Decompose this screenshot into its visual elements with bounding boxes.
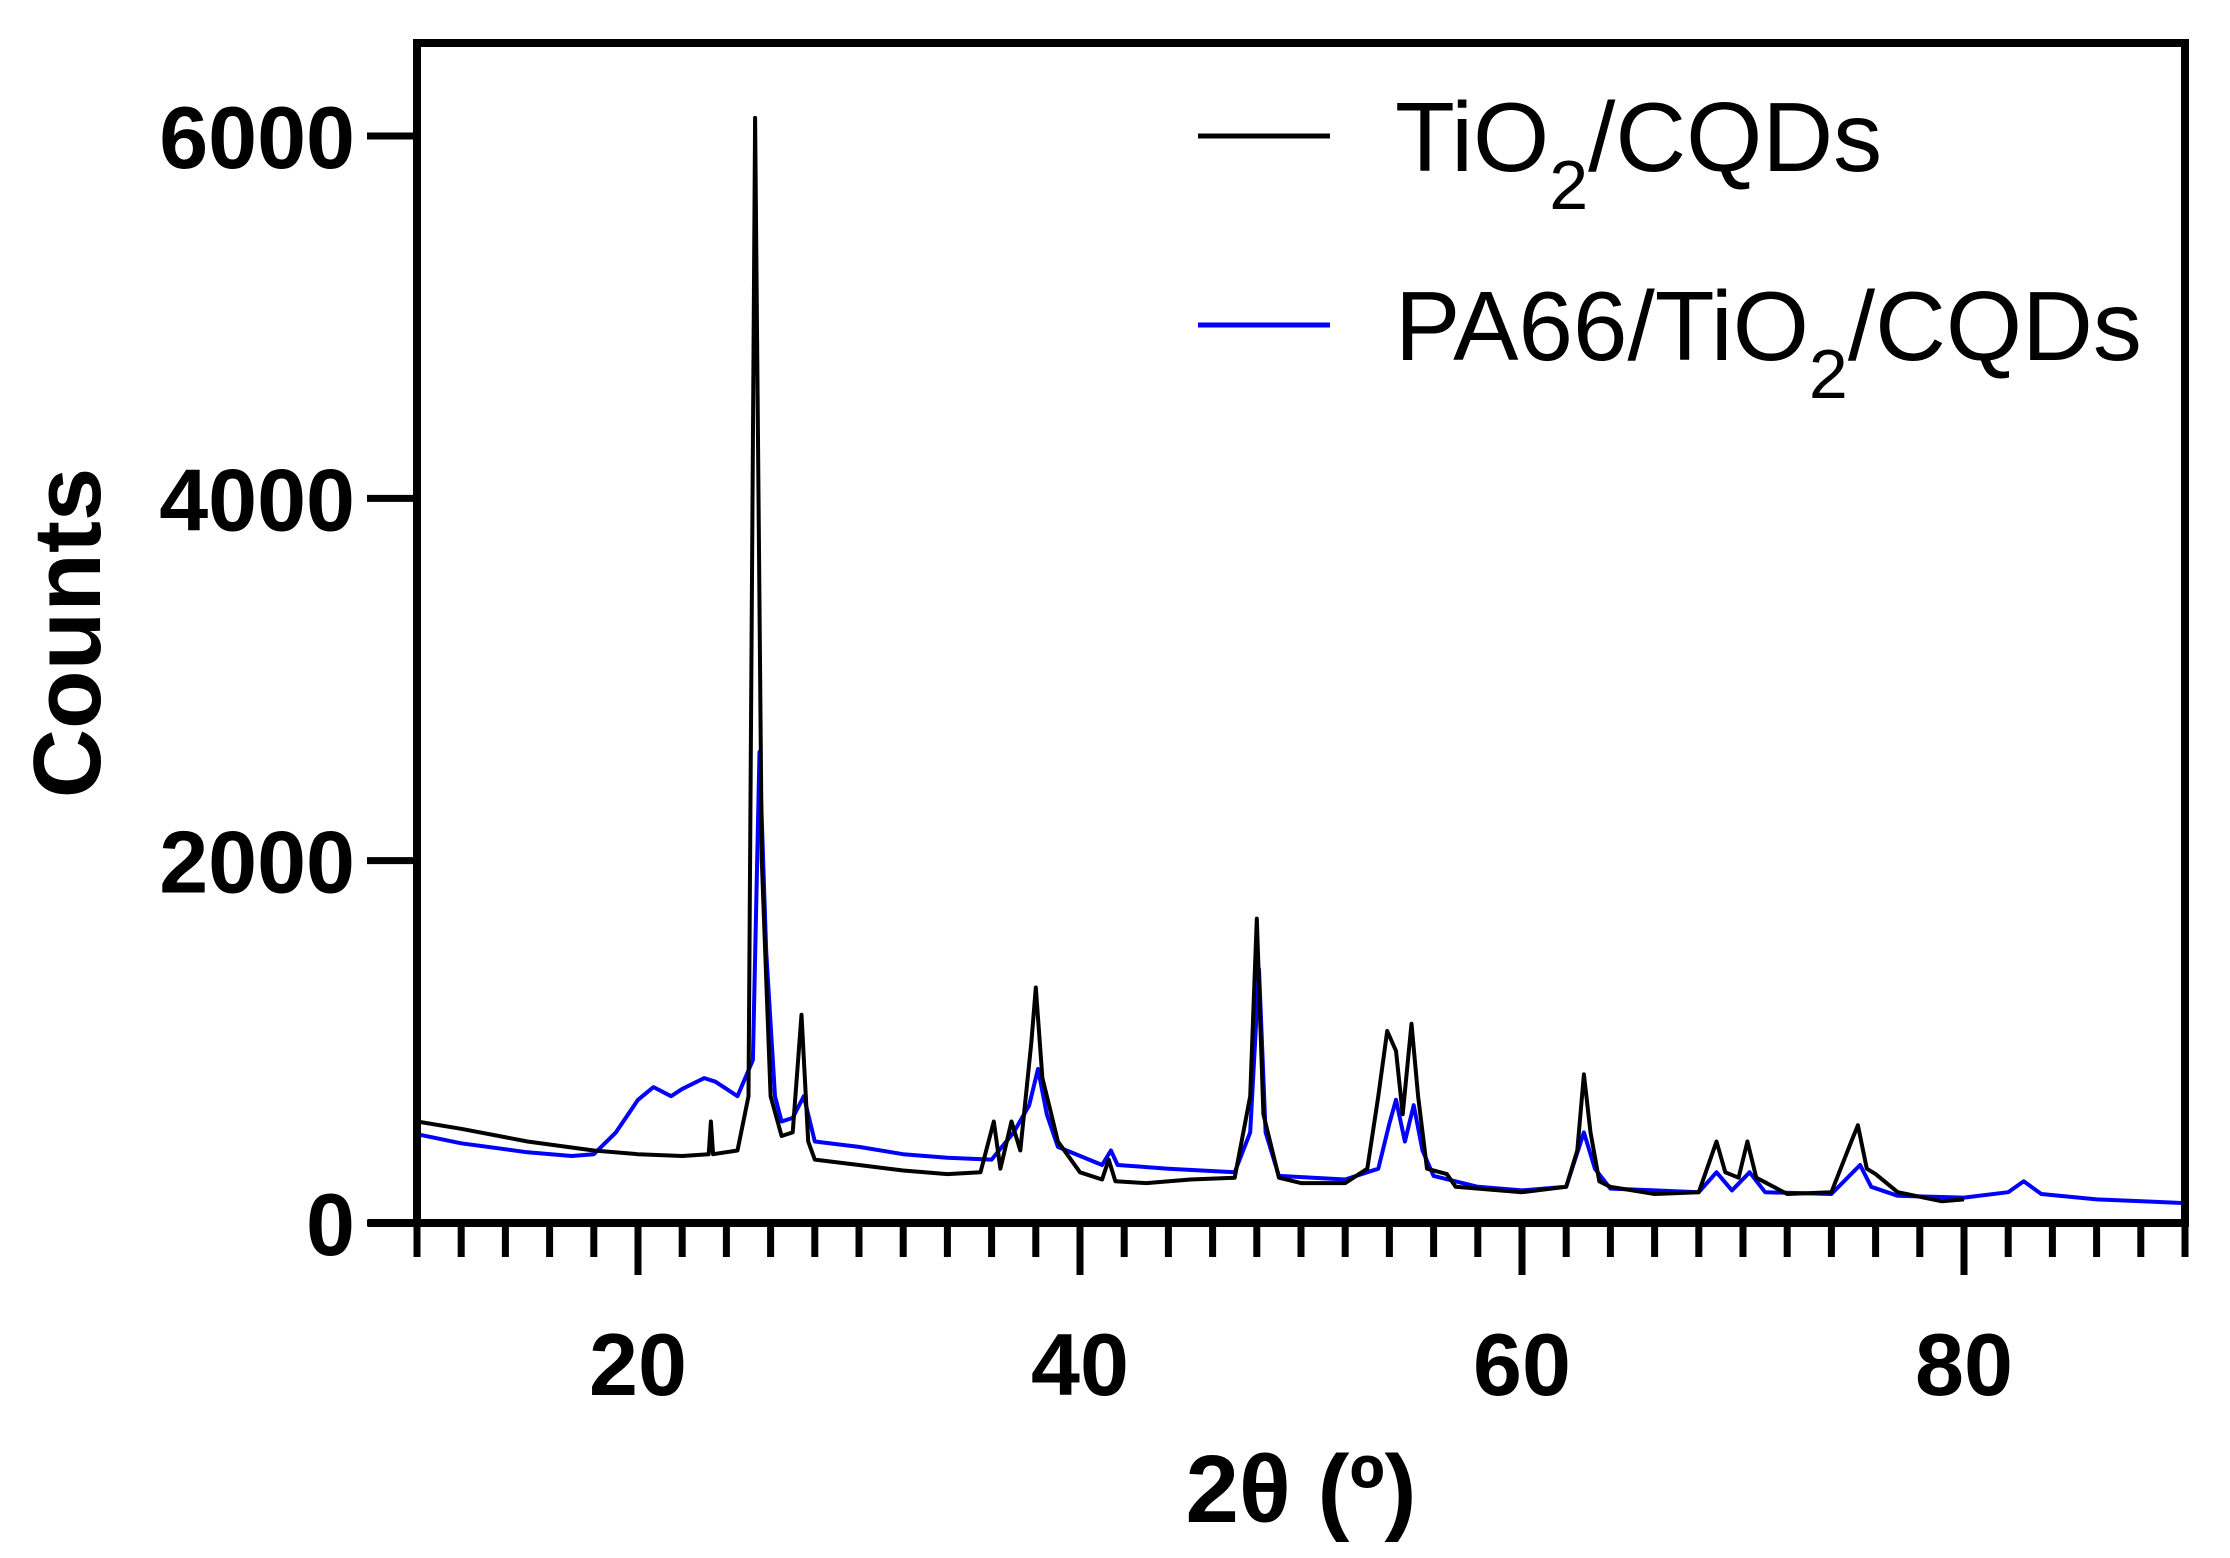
y-tick-label: 6000	[159, 88, 355, 187]
y-tick-label: 0	[306, 1175, 355, 1274]
legend-item: PA66/TiO2/CQDs	[1198, 271, 2142, 413]
x-tick-label: 20	[589, 1315, 687, 1414]
y-axis-label: Counts	[14, 468, 121, 799]
y-tick-label: 4000	[159, 450, 355, 549]
plot-frame	[413, 39, 2189, 1227]
axes: 20 40 60 80 0 2000 4000 6000	[159, 88, 2189, 1414]
series-line-pa66-tio2-cqds	[416, 750, 2186, 1206]
plot-lines	[416, 115, 2186, 1206]
legend-item: TiO2/CQDs	[1198, 82, 1882, 224]
x-tick-label: 60	[1473, 1315, 1571, 1414]
x-tick-label: 40	[1031, 1315, 1129, 1414]
y-tick-label: 2000	[159, 813, 355, 912]
x-tick-label: 80	[1915, 1315, 2013, 1414]
x-axis-label: 2θ (º)	[1186, 1436, 1417, 1543]
legend-label: TiO2/CQDs	[1395, 82, 1882, 224]
series-line-tio2-cqds	[416, 115, 1965, 1204]
legend: TiO2/CQDs PA66/TiO2/CQDs	[1198, 82, 2142, 413]
legend-label: PA66/TiO2/CQDs	[1395, 271, 2142, 413]
